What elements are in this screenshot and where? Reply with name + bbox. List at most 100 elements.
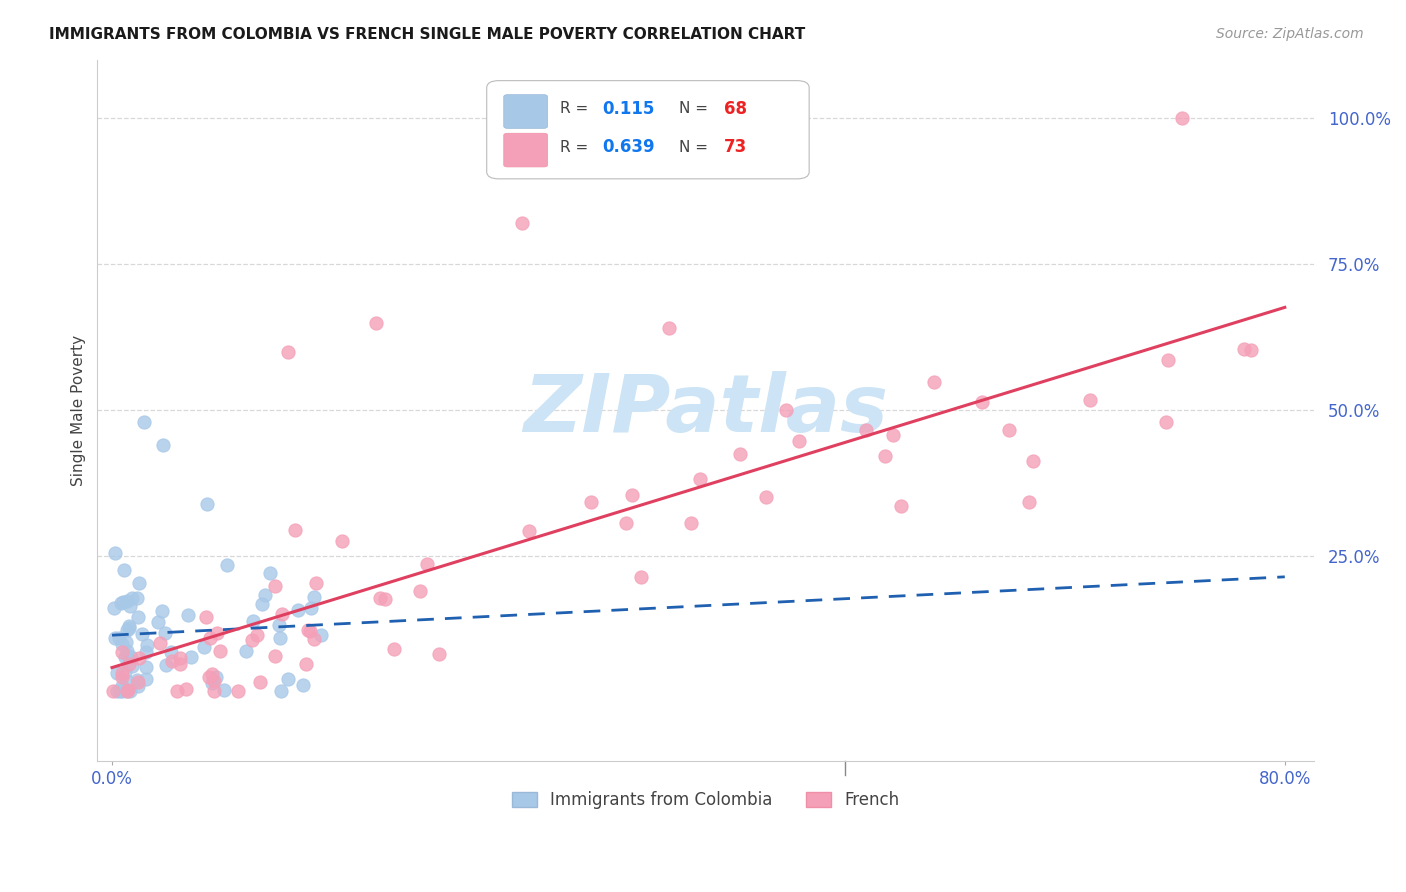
Point (297, 623, 319, 637)
Point (128, 576, 150, 591)
Point (579, 495, 602, 509)
Point (105, 666, 128, 681)
Point (127, 679, 149, 693)
Point (304, 576, 326, 591)
Point (250, 597, 273, 611)
Point (215, 558, 238, 572)
Point (150, 604, 173, 618)
Point (267, 617, 290, 632)
Point (198, 670, 221, 684)
Point (249, 675, 271, 690)
Point (149, 636, 172, 650)
Point (114, 650, 136, 665)
Point (112, 595, 135, 609)
Point (374, 592, 396, 607)
Point (382, 641, 405, 656)
Point (127, 675, 149, 690)
Point (121, 591, 143, 606)
Point (364, 316, 387, 330)
Point (136, 638, 159, 652)
Point (128, 651, 150, 665)
Point (270, 607, 292, 621)
Point (264, 579, 287, 593)
Point (111, 684, 134, 698)
Point (270, 684, 292, 698)
Point (1156, 415, 1178, 429)
Point (1171, 111, 1194, 125)
Point (135, 673, 157, 687)
Point (160, 654, 183, 668)
FancyBboxPatch shape (503, 95, 547, 128)
Point (121, 659, 143, 673)
Point (103, 631, 125, 645)
Point (972, 395, 994, 409)
Point (169, 651, 191, 665)
Point (517, 524, 540, 538)
Point (118, 599, 141, 614)
Point (115, 644, 138, 658)
Point (114, 665, 136, 679)
Point (620, 488, 643, 502)
Point (205, 670, 228, 684)
Point (264, 648, 287, 663)
Point (115, 648, 138, 662)
Point (169, 657, 191, 672)
Point (277, 672, 299, 686)
Text: N =: N = (679, 140, 709, 155)
Point (890, 500, 912, 514)
Point (997, 423, 1019, 437)
Point (166, 684, 188, 698)
Text: N =: N = (679, 101, 709, 116)
Point (115, 594, 138, 608)
Point (118, 619, 141, 633)
Point (1157, 353, 1180, 368)
Point (125, 673, 148, 687)
Text: R =: R = (560, 101, 593, 116)
Point (195, 497, 218, 511)
Point (630, 570, 652, 584)
Text: 0.639: 0.639 (602, 138, 655, 156)
Point (287, 603, 309, 617)
Point (208, 644, 231, 658)
Point (111, 665, 134, 680)
Text: ZIPatlas: ZIPatlas (523, 371, 889, 450)
Point (1240, 343, 1263, 357)
Point (284, 523, 307, 537)
Point (111, 637, 134, 651)
Point (427, 648, 450, 662)
Point (160, 645, 183, 659)
Text: 0.115: 0.115 (602, 100, 655, 118)
Point (111, 679, 134, 693)
Point (277, 344, 299, 359)
Point (235, 644, 257, 658)
Point (120, 684, 142, 698)
Point (1078, 392, 1101, 407)
Point (134, 415, 156, 429)
Point (240, 633, 263, 648)
Text: 73: 73 (724, 138, 747, 156)
Point (681, 516, 703, 531)
Point (135, 645, 157, 659)
Point (177, 607, 200, 622)
Point (309, 628, 332, 642)
Point (110, 596, 132, 610)
Point (689, 471, 711, 485)
Point (117, 684, 139, 698)
Point (755, 490, 778, 504)
Point (111, 644, 134, 658)
Point (512, 216, 534, 230)
Point (201, 676, 224, 690)
Point (105, 684, 128, 698)
Point (302, 632, 325, 646)
Point (302, 590, 325, 604)
Point (291, 678, 314, 692)
Point (368, 591, 391, 605)
Point (108, 684, 131, 698)
Point (658, 321, 681, 335)
Point (269, 632, 291, 646)
Point (294, 657, 316, 672)
Point (174, 681, 197, 696)
Text: IMMIGRANTS FROM COLOMBIA VS FRENCH SINGLE MALE POVERTY CORRELATION CHART: IMMIGRANTS FROM COLOMBIA VS FRENCH SINGL… (49, 27, 806, 42)
Point (198, 631, 221, 645)
Point (111, 669, 134, 683)
